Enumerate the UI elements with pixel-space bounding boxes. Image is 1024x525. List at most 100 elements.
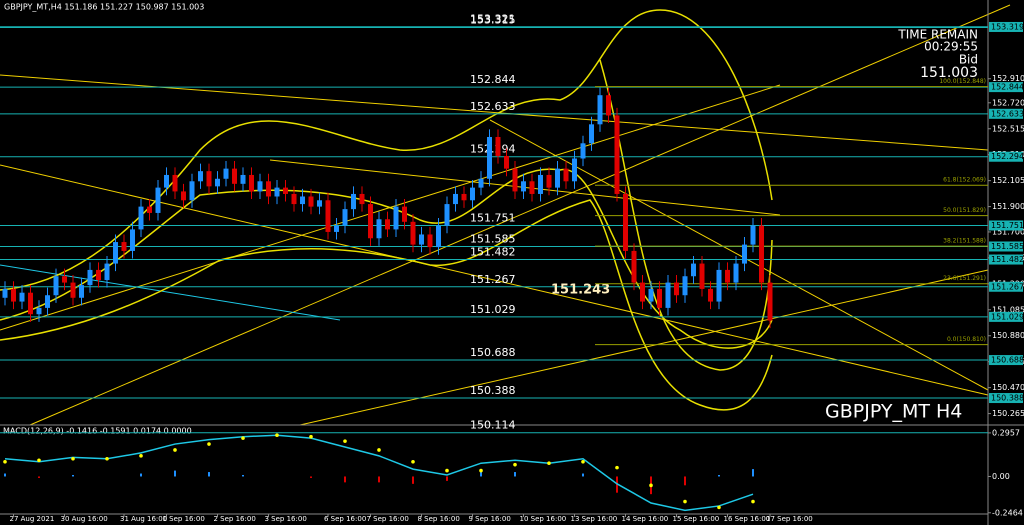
macd-signal-dot bbox=[37, 458, 41, 463]
y-tick-label: 150.265 bbox=[992, 409, 1024, 418]
candle-body bbox=[385, 219, 390, 230]
price-box bbox=[989, 151, 1023, 162]
candle-body bbox=[121, 242, 127, 251]
price-box-label: 151.482 bbox=[991, 255, 1024, 264]
y-tick-label: 150.470 bbox=[992, 383, 1024, 392]
candle-body bbox=[147, 206, 152, 213]
band-middle bbox=[0, 168, 773, 349]
macd-signal-dot bbox=[173, 448, 177, 452]
candle-body bbox=[300, 196, 305, 205]
candle-body bbox=[725, 269, 730, 283]
candle-body bbox=[223, 168, 229, 179]
fib-label: 100.0(152.848) bbox=[939, 78, 986, 85]
macd-tick-label: -0.2464 bbox=[992, 508, 1023, 517]
candle-body bbox=[28, 292, 33, 315]
price-box-label: 150.688 bbox=[991, 356, 1024, 365]
info-label: Bid bbox=[959, 53, 978, 67]
price-box-label: 152.844 bbox=[991, 83, 1024, 92]
x-tick-label: 3 Sep 16:00 bbox=[265, 515, 307, 523]
info-time: 00:29:55 bbox=[924, 40, 978, 54]
macd-signal-dot bbox=[139, 454, 143, 458]
candle-body bbox=[410, 221, 416, 245]
price-box bbox=[989, 311, 1023, 322]
price-box bbox=[989, 82, 1023, 93]
candle-body bbox=[589, 124, 594, 144]
price-box bbox=[989, 108, 1023, 119]
candle-body bbox=[478, 178, 484, 188]
candle-body bbox=[436, 225, 441, 248]
fib-label: 50.0(151.829) bbox=[943, 207, 986, 214]
candle-body bbox=[62, 276, 67, 283]
macd-signal-dot bbox=[479, 468, 483, 473]
candle-body bbox=[342, 209, 348, 226]
x-tick-label: 10 Sep 16:00 bbox=[520, 515, 567, 523]
chart-title: GBPJPY_MT,H4 151.186 151.227 150.987 151… bbox=[4, 3, 204, 12]
macd-signal-dot bbox=[377, 448, 381, 452]
price-box bbox=[989, 21, 1023, 32]
price-box-label: 151.585 bbox=[991, 242, 1024, 251]
x-tick-label: 6 Sep 16:00 bbox=[324, 515, 366, 523]
candle-body bbox=[419, 234, 424, 245]
level-label: 151.482 bbox=[470, 246, 516, 259]
candle-body bbox=[2, 288, 8, 298]
candle-body bbox=[640, 282, 645, 302]
macd-signal-dot bbox=[683, 499, 687, 504]
x-tick-label: 15 Sep 16:00 bbox=[673, 515, 720, 523]
candle-body bbox=[716, 269, 722, 302]
y-tick-label: 150.880 bbox=[992, 331, 1024, 340]
candle-body bbox=[614, 115, 620, 194]
candle-body bbox=[453, 193, 458, 205]
price-box-label: 151.029 bbox=[991, 312, 1024, 321]
candle-body bbox=[189, 181, 195, 201]
candle-body bbox=[334, 225, 339, 232]
candle-body bbox=[317, 200, 322, 207]
candle-body bbox=[274, 187, 280, 197]
y-tick-label: 152.515 bbox=[992, 124, 1024, 133]
level-label: 151.267 bbox=[470, 273, 516, 286]
info-bid: 151.003 bbox=[920, 65, 978, 81]
level-label: 152.844 bbox=[470, 73, 516, 86]
candle-body bbox=[546, 174, 552, 188]
candle-body bbox=[512, 168, 518, 192]
price-box bbox=[989, 241, 1023, 252]
candle-body bbox=[470, 187, 475, 201]
level-label: 150.388 bbox=[470, 384, 516, 397]
level-label: 153.321 bbox=[470, 13, 516, 26]
candle-body bbox=[623, 193, 628, 251]
macd-signal-dot bbox=[71, 456, 75, 461]
macd-signal-dot bbox=[547, 461, 551, 466]
trend-line bbox=[0, 164, 989, 396]
candle-body bbox=[708, 288, 713, 302]
candle-body bbox=[266, 181, 271, 197]
candle-body bbox=[580, 143, 586, 159]
macd-signal-dot bbox=[513, 462, 517, 467]
level-label: 150.114 bbox=[470, 419, 516, 432]
y-tick-label: 152.105 bbox=[992, 176, 1024, 185]
band-lower bbox=[0, 199, 773, 411]
watermark: GBPJPY_MT H4 bbox=[825, 401, 962, 423]
candle-body bbox=[699, 263, 705, 289]
macd-signal-dot bbox=[411, 459, 415, 464]
price-box bbox=[989, 254, 1023, 265]
x-tick-label: 13 Sep 16:00 bbox=[571, 515, 618, 523]
macd-line bbox=[4, 434, 754, 512]
price-box-label: 150.388 bbox=[991, 394, 1024, 403]
y-tick-label: 151.085 bbox=[992, 305, 1024, 314]
macd-tick-label: 0.2957 bbox=[992, 428, 1020, 437]
band-upper bbox=[0, 9, 773, 291]
candle-body bbox=[682, 276, 688, 296]
candle-body bbox=[359, 193, 365, 205]
macd-signal-dot bbox=[105, 456, 109, 461]
candle-body bbox=[461, 193, 467, 201]
candle-body bbox=[53, 276, 59, 296]
candle-body bbox=[606, 95, 611, 116]
candle-body bbox=[495, 136, 501, 156]
level-label: 151.029 bbox=[470, 303, 516, 316]
y-tick-label: 151.900 bbox=[992, 202, 1024, 211]
x-tick-label: 8 Sep 16:00 bbox=[418, 515, 460, 523]
candle-body bbox=[521, 181, 526, 192]
macd-signal-dot bbox=[343, 439, 347, 443]
candle-body bbox=[674, 282, 679, 296]
highlight-level: 151.243 bbox=[551, 282, 610, 297]
